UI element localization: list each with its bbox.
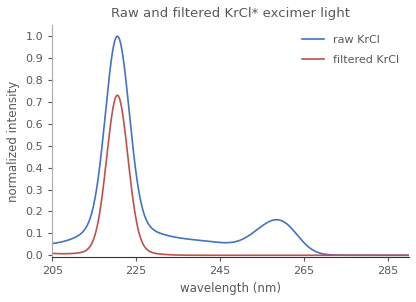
raw KrCl — [400, 253, 405, 257]
X-axis label: wavelength (nm): wavelength (nm) — [180, 282, 281, 295]
filtered KrCl — [111, 101, 116, 104]
raw KrCl — [115, 34, 120, 38]
Title: Raw and filtered KrCl* excimer light: Raw and filtered KrCl* excimer light — [111, 7, 350, 20]
raw KrCl — [361, 253, 366, 257]
filtered KrCl — [406, 253, 411, 257]
Legend: raw KrCl, filtered KrCl: raw KrCl, filtered KrCl — [297, 31, 404, 70]
raw KrCl — [187, 237, 192, 241]
raw KrCl — [202, 239, 207, 243]
raw KrCl — [90, 206, 95, 210]
filtered KrCl — [400, 253, 405, 257]
raw KrCl — [406, 253, 411, 257]
Line: raw KrCl: raw KrCl — [52, 36, 409, 255]
Line: filtered KrCl: filtered KrCl — [52, 95, 409, 255]
filtered KrCl — [50, 252, 55, 255]
raw KrCl — [111, 41, 116, 45]
raw KrCl — [50, 242, 55, 245]
filtered KrCl — [361, 253, 366, 257]
Y-axis label: normalized intensity: normalized intensity — [7, 81, 20, 202]
filtered KrCl — [90, 239, 95, 243]
filtered KrCl — [187, 253, 192, 257]
filtered KrCl — [115, 93, 120, 97]
filtered KrCl — [202, 253, 207, 257]
